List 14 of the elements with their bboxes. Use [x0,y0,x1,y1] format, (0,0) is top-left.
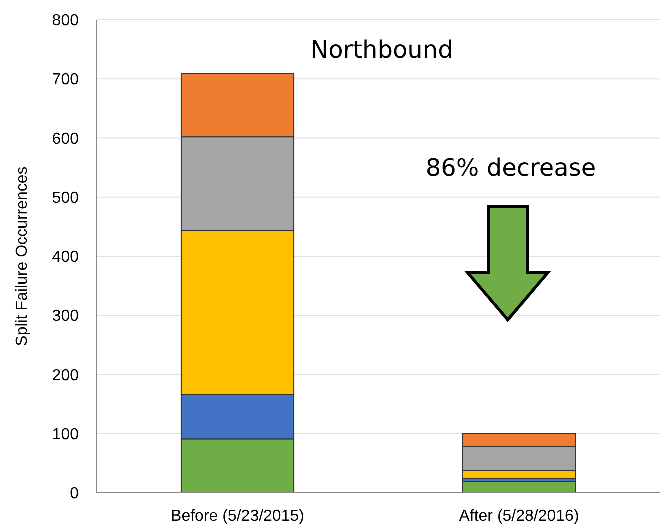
y-tick-label: 300 [52,308,80,326]
y-tick-label: 100 [52,426,80,444]
y-tick-label: 0 [70,486,80,503]
y-tick-label: 700 [52,72,80,89]
y-tick-label: 500 [52,190,80,207]
x-tick-label: After (5/28/2016) [459,508,580,525]
text: Northbound [310,36,454,64]
x-tick-label: Before (5/23/2015) [171,508,304,525]
y-tick-label: 600 [52,130,80,148]
y-axis-title: Split Failure Occurrences [14,166,31,346]
y-tick-label: 200 [52,367,80,384]
annotation: 86% decrease [426,154,596,182]
y-tick-label: 800 [52,12,80,30]
y-tick-label: 400 [52,249,80,266]
